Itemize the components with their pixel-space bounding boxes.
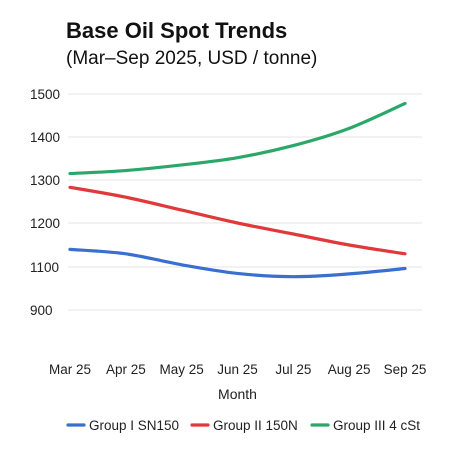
x-tick-label: Jul 25	[275, 362, 311, 377]
y-tick-label: 900	[30, 303, 53, 318]
chart-subtitle: (Mar–Sep 2025, USD / tonne)	[66, 48, 318, 69]
x-axis-label: Month	[218, 386, 257, 402]
x-axis-ticks: Mar 25 Apr 25 May 25 Jun 25 Jul 25 Aug 25 Sep …	[49, 362, 426, 377]
y-tick-label: 1500	[30, 87, 60, 102]
y-tick-label: 1400	[30, 130, 60, 145]
y-tick-label: 1100	[30, 260, 59, 275]
series-lines	[68, 101, 407, 279]
x-tick-label: Aug 25	[328, 362, 371, 377]
y-axis-ticks: 900 1100 1200 1300 1400 1500	[30, 87, 60, 318]
x-tick-label: Mar 25	[49, 362, 91, 377]
y-tick-label: 1200	[30, 216, 60, 231]
x-tick-label: Jun 25	[217, 362, 258, 377]
legend-label: Group I SN150	[89, 418, 179, 433]
legend-label: Group II 150N	[213, 418, 298, 433]
series-line-1	[68, 247, 407, 279]
y-tick-label: 1300	[30, 173, 60, 188]
legend-label: Group III 4 cSt	[333, 418, 420, 433]
series-line-2	[68, 185, 407, 256]
legend: Group I SN150 Group II 150N Group III 4 cS…	[66, 418, 420, 433]
x-tick-label: Apr 25	[106, 362, 146, 377]
chart-title: Base Oil Spot Trends	[66, 18, 288, 43]
x-tick-label: Sep 25	[384, 362, 427, 377]
x-tick-label: May 25	[160, 362, 204, 377]
series-line-3	[68, 101, 407, 176]
grid-lines	[68, 93, 422, 311]
